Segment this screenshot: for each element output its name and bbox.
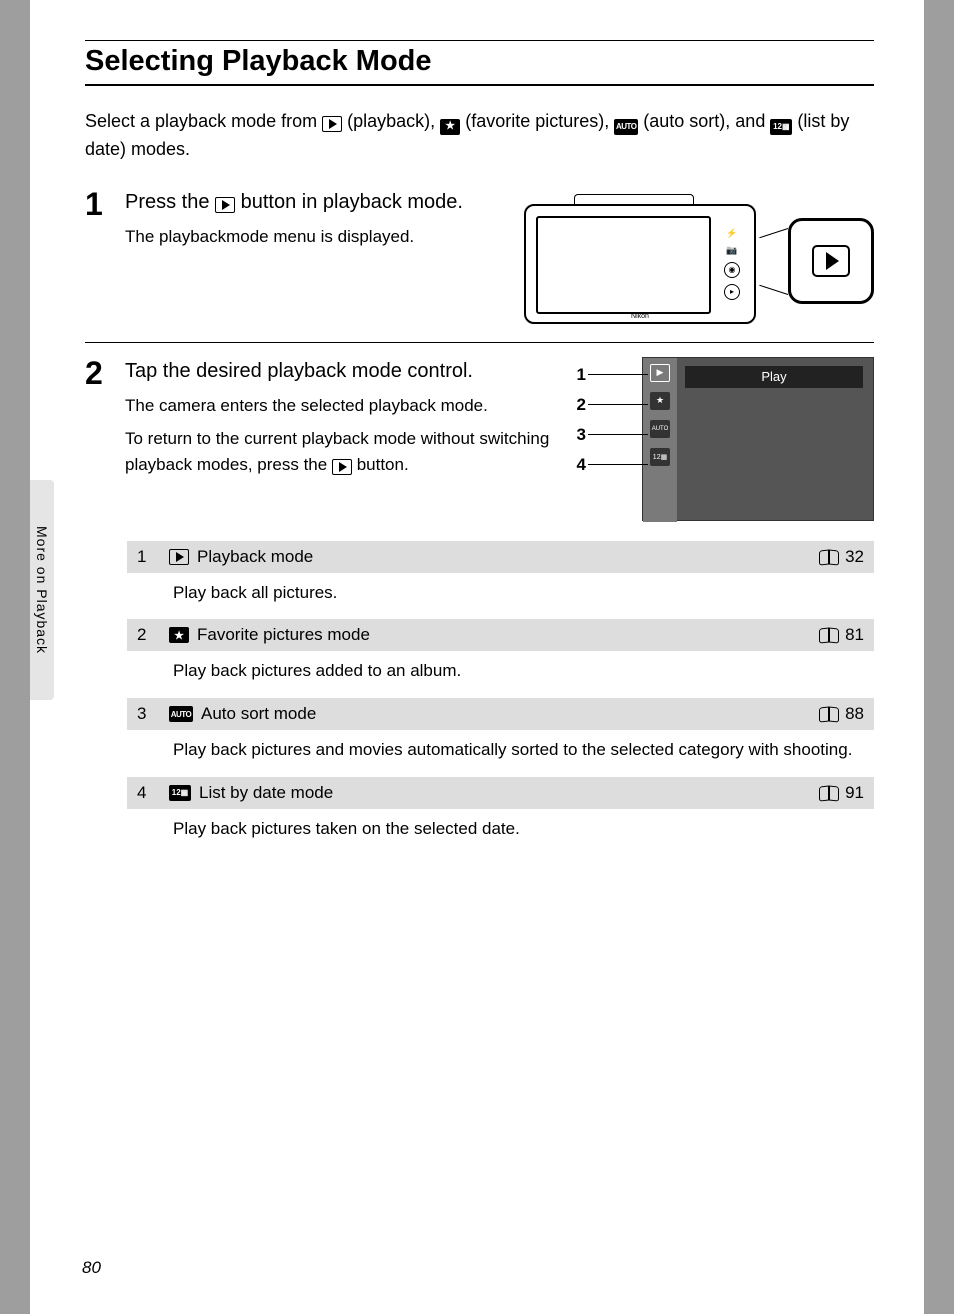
menu-title-bar: Play: [685, 366, 863, 388]
playback-button-callout: [788, 218, 874, 304]
page-number: 80: [82, 1258, 101, 1278]
step-1-text: The playbackmode menu is displayed.: [125, 224, 504, 250]
rule-bottom: [85, 84, 874, 86]
book-icon: [819, 786, 839, 800]
callout-3: 3: [566, 425, 586, 445]
camera-illustration: ⚡ 📷 ◉ ▸ Nikon: [524, 188, 874, 328]
page-ref: 81: [845, 625, 864, 645]
playback-icon: [332, 459, 352, 475]
book-icon: [819, 550, 839, 564]
step-2-text-1: The camera enters the selected playback …: [125, 393, 574, 419]
mode-desc: Play back all pictures.: [127, 573, 874, 620]
listbydate-icon: 12▦: [169, 785, 191, 801]
callout-2: 2: [566, 395, 586, 415]
book-icon: [819, 628, 839, 642]
playback-icon: [169, 549, 189, 565]
playback-icon: [322, 116, 342, 132]
intro-text: Select a playback mode from (playback), …: [85, 108, 874, 164]
step-1-heading: Press the button in playback mode.: [125, 188, 504, 216]
menu-date-icon: 12▦: [650, 448, 670, 466]
section-tab-label: More on Playback: [34, 526, 50, 654]
listbydate-icon: 12▦: [770, 119, 792, 135]
autosort-icon: AUTO: [169, 706, 193, 722]
content-area: Selecting Playback Mode Select a playbac…: [30, 0, 924, 855]
menu-autosort-icon: AUTO: [650, 420, 670, 438]
book-icon: [819, 707, 839, 721]
manual-page: More on Playback Selecting Playback Mode…: [30, 0, 924, 1314]
menu-illustration: ▶ ★ AUTO 12▦ Play 1 2 3 4: [594, 357, 874, 527]
divider: [85, 342, 874, 343]
section-tab: More on Playback: [30, 480, 54, 700]
callout-1: 1: [566, 365, 586, 385]
favorite-icon: ★: [440, 119, 460, 135]
table-row: 1 Playback mode 32: [127, 541, 874, 573]
callout-4: 4: [566, 455, 586, 475]
mode-title: Playback mode: [197, 547, 313, 567]
step-2-heading: Tap the desired playback mode control.: [125, 357, 574, 385]
mode-desc: Play back pictures taken on the selected…: [127, 809, 874, 856]
menu-playback-icon: ▶: [650, 364, 670, 382]
step-2-number: 2: [85, 357, 107, 486]
favorite-icon: ★: [169, 627, 189, 643]
playback-icon: [215, 197, 235, 213]
mode-desc: Play back pictures added to an album.: [127, 651, 874, 698]
step-2-text-2: To return to the current playback mode w…: [125, 426, 574, 477]
page-ref: 32: [845, 547, 864, 567]
mode-title: Favorite pictures mode: [197, 625, 370, 645]
rule-top: [85, 40, 874, 41]
mode-table: 1 Playback mode 32 Play back all picture…: [127, 541, 874, 856]
mode-title: Auto sort mode: [201, 704, 316, 724]
table-row: 2 ★ Favorite pictures mode 81: [127, 619, 874, 651]
step-1: 1 Press the button in playback mode. The…: [85, 188, 874, 328]
step-2: 2 Tap the desired playback mode control.…: [85, 357, 874, 527]
step-1-number: 1: [85, 188, 107, 258]
menu-favorite-icon: ★: [650, 392, 670, 410]
page-ref: 91: [845, 783, 864, 803]
page-ref: 88: [845, 704, 864, 724]
mode-title: List by date mode: [199, 783, 333, 803]
table-row: 3 AUTO Auto sort mode 88: [127, 698, 874, 730]
mode-desc: Play back pictures and movies automatica…: [127, 730, 874, 777]
table-row: 4 12▦ List by date mode 91: [127, 777, 874, 809]
autosort-icon: AUTO: [614, 119, 638, 135]
page-title: Selecting Playback Mode: [85, 45, 874, 78]
